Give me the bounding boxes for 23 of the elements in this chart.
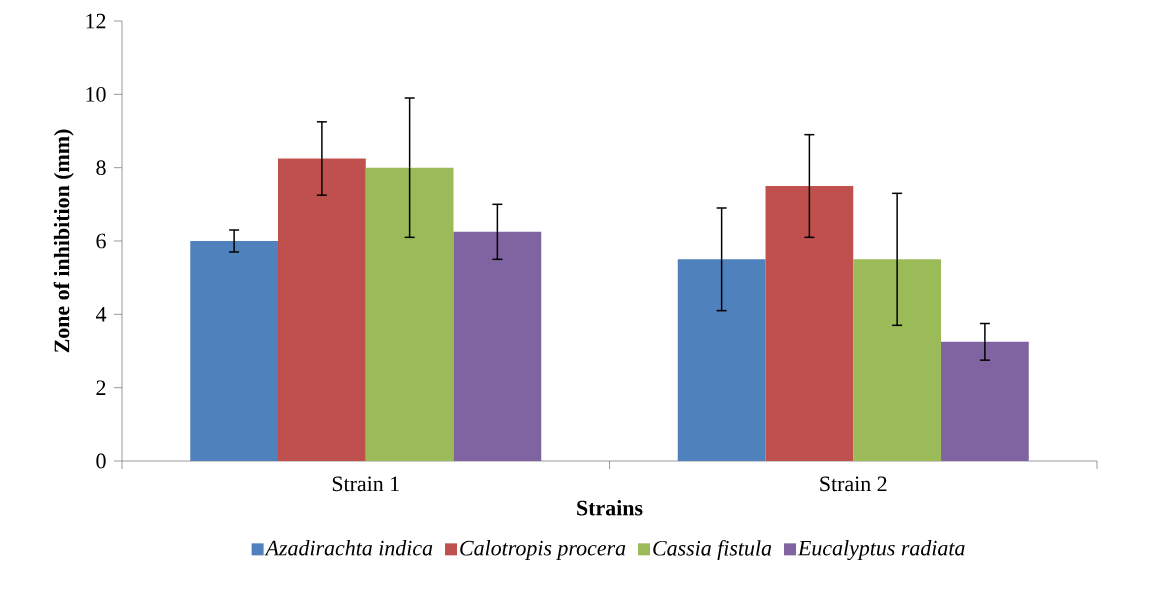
- legend-label: Azadirachta indica: [264, 540, 433, 556]
- bar: [853, 259, 942, 461]
- y-tick-label: 12: [86, 13, 106, 29]
- bar: [765, 186, 854, 461]
- bar: [278, 158, 366, 461]
- legend-label: Eucalyptus radiata: [797, 540, 965, 561]
- bar: [190, 241, 278, 461]
- bar: [365, 167, 454, 461]
- bar: [941, 341, 1029, 461]
- y-tick-label: 0: [96, 453, 106, 469]
- y-tick-label: 4: [95, 307, 107, 322]
- x-tick-label: Strain 1: [332, 476, 399, 492]
- y-tick-label: 6: [96, 233, 106, 249]
- x-axis-title: Strains: [577, 500, 643, 516]
- legend-label: Cassia fistula: [653, 539, 772, 561]
- x-tick-label: Strain 2: [820, 476, 887, 492]
- y-axis-title: Zone of inhibition (mm): [53, 129, 74, 353]
- y-tick-label: 2: [96, 380, 106, 395]
- y-tick-label: 8: [96, 160, 106, 176]
- bar: [677, 259, 766, 461]
- bar: [453, 231, 542, 461]
- y-tick-label: 10: [86, 86, 106, 102]
- legend-label: Calotropis procera: [460, 540, 626, 560]
